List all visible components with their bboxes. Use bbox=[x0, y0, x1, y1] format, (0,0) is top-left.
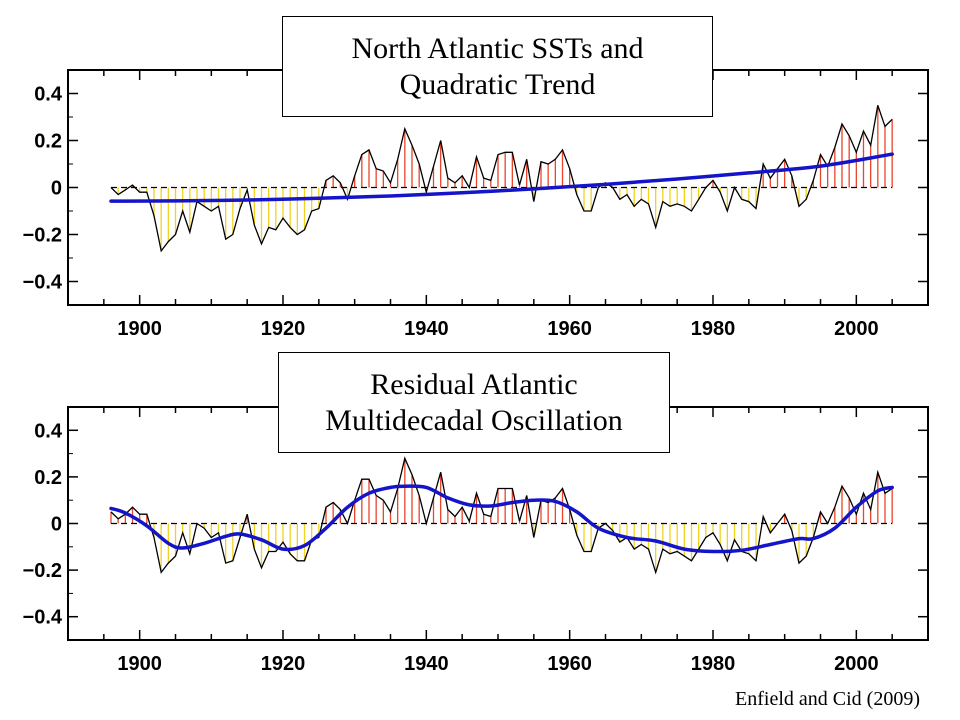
bottom-chart-title-line-2: Multidecadal Oscillation bbox=[325, 403, 623, 437]
x-tick-label: 2000 bbox=[834, 653, 879, 675]
x-tick-label: 1980 bbox=[691, 653, 736, 675]
bottom-chart-title-line-1: Residual Atlantic bbox=[370, 367, 578, 401]
x-tick-label: 1900 bbox=[117, 318, 162, 340]
y-tick-label: 0.2 bbox=[34, 131, 62, 153]
y-tick-label: −0.2 bbox=[23, 560, 62, 582]
y-tick-label: 0.2 bbox=[34, 467, 62, 489]
smoothed-amo-line bbox=[109, 484, 894, 554]
y-tick-label: 0 bbox=[51, 514, 62, 536]
y-tick-label: −0.4 bbox=[23, 272, 63, 294]
y-tick-label: 0.4 bbox=[34, 84, 63, 106]
x-tick-label: 1920 bbox=[261, 318, 306, 340]
x-tick-label: 2000 bbox=[834, 318, 879, 340]
y-tick-label: −0.2 bbox=[23, 225, 62, 247]
x-tick-label: 1980 bbox=[691, 318, 736, 340]
x-tick-label: 1960 bbox=[547, 653, 592, 675]
x-tick-label: 1920 bbox=[261, 653, 306, 675]
quadratic-trend-line bbox=[109, 152, 894, 203]
x-tick-label: 1940 bbox=[404, 653, 449, 675]
top-chart-title: North Atlantic SSTs and Quadratic Trend bbox=[282, 16, 713, 117]
y-tick-label: 0 bbox=[51, 178, 62, 200]
top-chart-title-line-1: North Atlantic SSTs and bbox=[351, 31, 644, 65]
x-tick-label: 1960 bbox=[547, 318, 592, 340]
x-tick-label: 1900 bbox=[117, 653, 162, 675]
top-chart-title-line-2: Quadratic Trend bbox=[399, 67, 596, 101]
y-tick-label: −0.4 bbox=[23, 607, 63, 629]
y-tick-label: 0.4 bbox=[34, 420, 63, 442]
source-credit: Enfield and Cid (2009) bbox=[735, 688, 920, 710]
bottom-chart-title: Residual Atlantic Multidecadal Oscillati… bbox=[278, 352, 670, 453]
x-tick-label: 1940 bbox=[404, 318, 449, 340]
